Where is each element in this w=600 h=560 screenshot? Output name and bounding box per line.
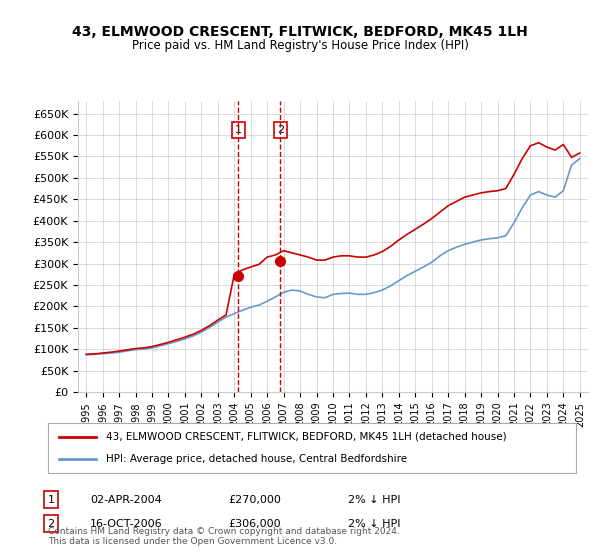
- Text: 2% ↓ HPI: 2% ↓ HPI: [348, 494, 401, 505]
- Text: 02-APR-2004: 02-APR-2004: [90, 494, 162, 505]
- Text: 43, ELMWOOD CRESCENT, FLITWICK, BEDFORD, MK45 1LH (detached house): 43, ELMWOOD CRESCENT, FLITWICK, BEDFORD,…: [106, 432, 507, 442]
- Text: 43, ELMWOOD CRESCENT, FLITWICK, BEDFORD, MK45 1LH: 43, ELMWOOD CRESCENT, FLITWICK, BEDFORD,…: [72, 25, 528, 39]
- Text: Price paid vs. HM Land Registry's House Price Index (HPI): Price paid vs. HM Land Registry's House …: [131, 39, 469, 52]
- Text: 1: 1: [47, 494, 55, 505]
- Text: 1: 1: [235, 125, 242, 135]
- Text: 16-OCT-2006: 16-OCT-2006: [90, 519, 163, 529]
- Text: £270,000: £270,000: [228, 494, 281, 505]
- Text: £306,000: £306,000: [228, 519, 281, 529]
- Text: 2% ↓ HPI: 2% ↓ HPI: [348, 519, 401, 529]
- Text: 2: 2: [277, 125, 284, 135]
- Text: Contains HM Land Registry data © Crown copyright and database right 2024.
This d: Contains HM Land Registry data © Crown c…: [48, 526, 400, 546]
- Text: HPI: Average price, detached house, Central Bedfordshire: HPI: Average price, detached house, Cent…: [106, 454, 407, 464]
- Text: 2: 2: [47, 519, 55, 529]
